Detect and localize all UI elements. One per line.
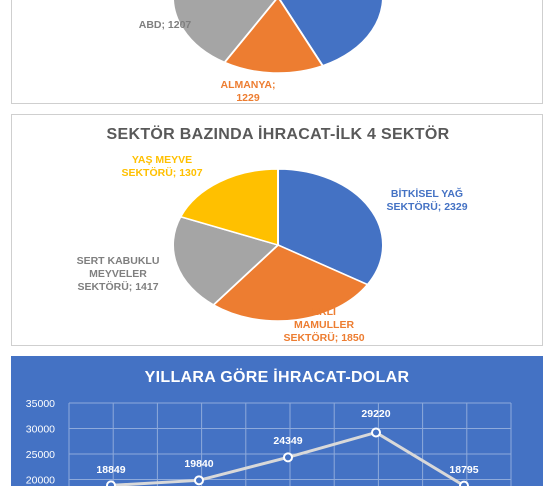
yearly-chart-title: YILLARA GÖRE İHRACAT-DOLAR <box>145 367 410 386</box>
series-point <box>195 476 203 484</box>
country-pie-svg: ABD; 1207 ALMANYA; 1229 <box>12 0 543 104</box>
country-export-chart: ABD; 1207 ALMANYA; 1229 <box>11 0 543 104</box>
sector-pie-svg: SEKTÖR BAZINDA İHRACAT-İLK 4 SEKTÖR BİTK… <box>12 115 543 346</box>
sector-export-chart: SEKTÖR BAZINDA İHRACAT-İLK 4 SEKTÖR BİTK… <box>11 114 543 346</box>
pie2-label-blue-2: SEKTÖRÜ; 2329 <box>386 200 467 213</box>
pie2-label-gray-1: SERT KABUKLU <box>77 255 160 267</box>
sector-chart-title: SEKTÖR BAZINDA İHRACAT-İLK 4 SEKTÖR <box>107 124 450 143</box>
pie2-label-yellow-1: YAŞ MEYVE <box>132 154 192 166</box>
y-tick-label: 20000 <box>26 475 55 486</box>
pie2-label-yellow-2: SEKTÖRÜ; 1307 <box>121 166 202 179</box>
y-tick-label: 30000 <box>26 424 55 436</box>
data-label: 29220 <box>361 408 390 420</box>
pie2-label-gray-3: SEKTÖRÜ; 1417 <box>77 280 158 293</box>
series-point <box>107 481 115 486</box>
pie2-label-orange-3: SEKTÖRÜ; 1850 <box>283 331 364 344</box>
pie2-label-orange-1: ERLİ <box>312 305 336 318</box>
data-label: 24349 <box>273 435 302 447</box>
series-point <box>372 428 380 436</box>
data-label: 19840 <box>184 458 213 470</box>
pie2-label-blue-1: BİTKİSEL YAĞ <box>391 187 463 200</box>
pie2-label-orange-2: MAMULLER <box>294 319 354 331</box>
yearly-export-chart: YILLARA GÖRE İHRACAT-DOLAR 35000 30000 250… <box>11 356 543 486</box>
data-label: 18795 <box>449 464 478 476</box>
pie1-label-abd: ABD; 1207 <box>139 19 192 31</box>
pie1-label-almanya-name: ALMANYA; <box>220 79 275 91</box>
series-point <box>284 453 292 461</box>
y-tick-label: 35000 <box>26 398 55 410</box>
pie2-label-gray-2: MEYVELER <box>89 268 147 280</box>
series-point <box>460 482 468 486</box>
yearly-line-svg: YILLARA GÖRE İHRACAT-DOLAR 35000 30000 250… <box>11 356 543 486</box>
data-label: 18849 <box>96 464 125 476</box>
y-tick-label: 25000 <box>26 449 55 461</box>
pie1-label-almanya-value: 1229 <box>236 92 260 104</box>
